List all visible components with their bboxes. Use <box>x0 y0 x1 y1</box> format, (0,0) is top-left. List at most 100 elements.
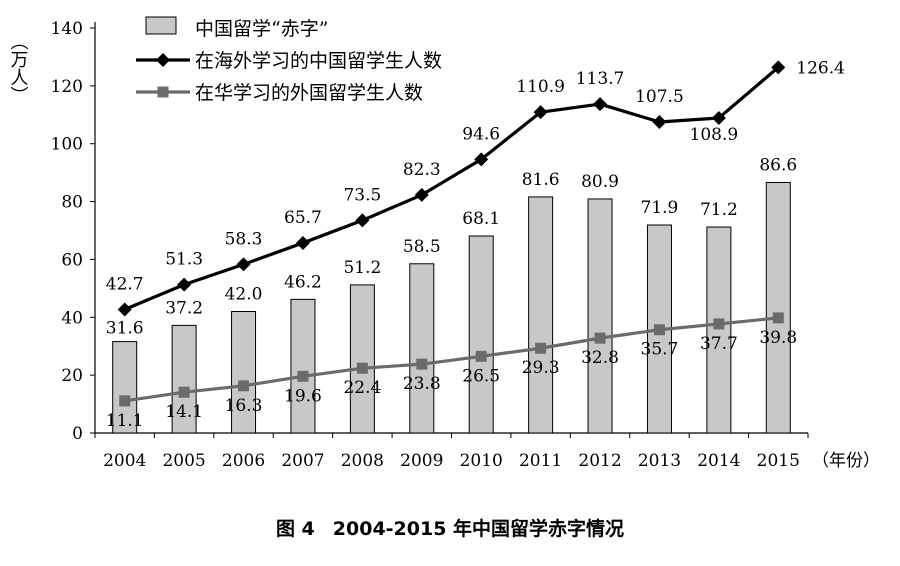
data-label: 108.9 <box>690 125 739 145</box>
line-marker <box>356 362 368 374</box>
line-marker <box>178 386 190 398</box>
data-label: 22.4 <box>343 378 381 398</box>
data-label: 51.3 <box>165 250 203 270</box>
data-label: 46.2 <box>284 272 322 292</box>
chart: 0 20 40 60 80 100 120 140 2004 2005 2006 2007 2008 20… <box>8 16 880 471</box>
bar <box>468 235 494 434</box>
line-marker <box>711 110 726 125</box>
data-label: 126.4 <box>796 58 845 78</box>
line-marker <box>713 318 725 330</box>
x-tick-label: 2008 <box>341 451 384 471</box>
legend-label: 在华学习的外国留学生人数 <box>195 82 423 104</box>
x-tick-label: 2007 <box>281 451 324 471</box>
line-marker <box>475 350 487 362</box>
figure-title: 2004-2015 年中国留学赤字情况 <box>332 518 625 540</box>
figure-number: 图 4 <box>275 518 315 540</box>
data-label: 32.8 <box>581 348 619 368</box>
data-label: 65.7 <box>284 208 322 228</box>
data-label: 71.2 <box>700 200 738 220</box>
line-marker <box>416 358 428 370</box>
data-label: 26.5 <box>462 366 500 386</box>
line-marker <box>533 105 548 120</box>
data-label: 73.5 <box>343 185 381 205</box>
data-label: 11.1 <box>106 411 144 431</box>
x-tick-label: 2015 <box>757 451 800 471</box>
y-tick-label: 60 <box>61 250 83 270</box>
data-label: 31.6 <box>106 319 144 339</box>
x-tick-label: 2006 <box>222 451 265 471</box>
data-label: 19.6 <box>284 386 322 406</box>
bar <box>706 226 732 434</box>
axes: 0 20 40 60 80 100 120 140 2004 2005 2006 2007 2008 20… <box>51 19 809 471</box>
data-label: 58.3 <box>225 229 263 249</box>
data-label: 68.1 <box>462 209 500 229</box>
x-axis-label: （年份） <box>812 451 880 471</box>
line-marker <box>177 277 192 292</box>
y-tick-label: 80 <box>61 193 83 213</box>
x-tick-label: 2005 <box>162 451 205 471</box>
data-label: 42.0 <box>225 285 263 305</box>
series-line <box>124 316 779 403</box>
x-tick-label: 2009 <box>400 451 443 471</box>
x-tick-label: 2013 <box>638 451 681 471</box>
line-marker <box>594 332 606 344</box>
data-label: 51.2 <box>343 258 381 278</box>
data-label: 107.5 <box>635 87 684 107</box>
data-label: 80.9 <box>581 172 619 192</box>
y-tick-label: 140 <box>51 19 83 39</box>
data-label: 42.7 <box>106 274 144 294</box>
data-label: 14.1 <box>165 402 203 422</box>
y-tick-label: 100 <box>51 135 83 155</box>
bar <box>112 341 138 434</box>
data-label: 94.6 <box>462 124 500 144</box>
data-label: 39.8 <box>759 328 797 348</box>
y-tick-label: 40 <box>61 308 83 328</box>
data-label: 86.6 <box>759 155 797 175</box>
x-tick-label: 2010 <box>460 451 503 471</box>
data-label: 37.7 <box>700 334 738 354</box>
data-label: 37.2 <box>165 298 203 318</box>
line-marker <box>771 60 786 75</box>
legend-label: 在海外学习的中国留学生人数 <box>195 50 442 72</box>
line-marker <box>593 97 608 112</box>
bar <box>528 196 554 434</box>
figure-caption: 图 4 2004-2015 年中国留学赤字情况 <box>0 514 900 541</box>
line-marker <box>355 213 370 228</box>
x-tick-label: 2004 <box>103 451 146 471</box>
legend-label: 中国留学“赤字” <box>195 18 328 40</box>
line-marker <box>238 380 250 392</box>
y-tick-label: 0 <box>72 424 83 444</box>
legend-marker <box>156 53 170 67</box>
bar <box>765 181 791 434</box>
data-label: 23.8 <box>403 374 441 394</box>
data-label: 58.5 <box>403 237 441 257</box>
x-tick-label: 2012 <box>578 451 621 471</box>
series-line <box>124 66 780 311</box>
bar <box>171 324 197 434</box>
bar <box>349 284 375 434</box>
legend-marker <box>157 86 169 98</box>
line-marker <box>474 152 489 167</box>
bar-series <box>112 181 791 434</box>
line-marker <box>117 302 132 317</box>
y-tick-label: 120 <box>51 77 83 97</box>
y-tick-label: 20 <box>61 366 83 386</box>
line-marker <box>652 115 667 130</box>
line-marker <box>535 342 547 354</box>
data-label: 35.7 <box>641 340 679 360</box>
x-tick-label: 2011 <box>519 451 562 471</box>
line-series <box>117 60 786 407</box>
bar <box>409 263 435 434</box>
data-label: 71.9 <box>641 198 679 218</box>
line-marker <box>297 370 309 382</box>
data-label: 81.6 <box>522 170 560 190</box>
data-label: 82.3 <box>403 160 441 180</box>
y-axis-label: （万人） <box>8 32 29 104</box>
line-marker <box>653 324 665 336</box>
line-marker <box>295 235 310 250</box>
line-marker <box>414 187 429 202</box>
data-labels: 31.6 37.2 42.0 46.2 51.2 58.5 68.1 81.6 80.9 71.9… <box>106 58 845 431</box>
data-label: 113.7 <box>576 69 625 89</box>
data-label: 110.9 <box>516 77 565 97</box>
